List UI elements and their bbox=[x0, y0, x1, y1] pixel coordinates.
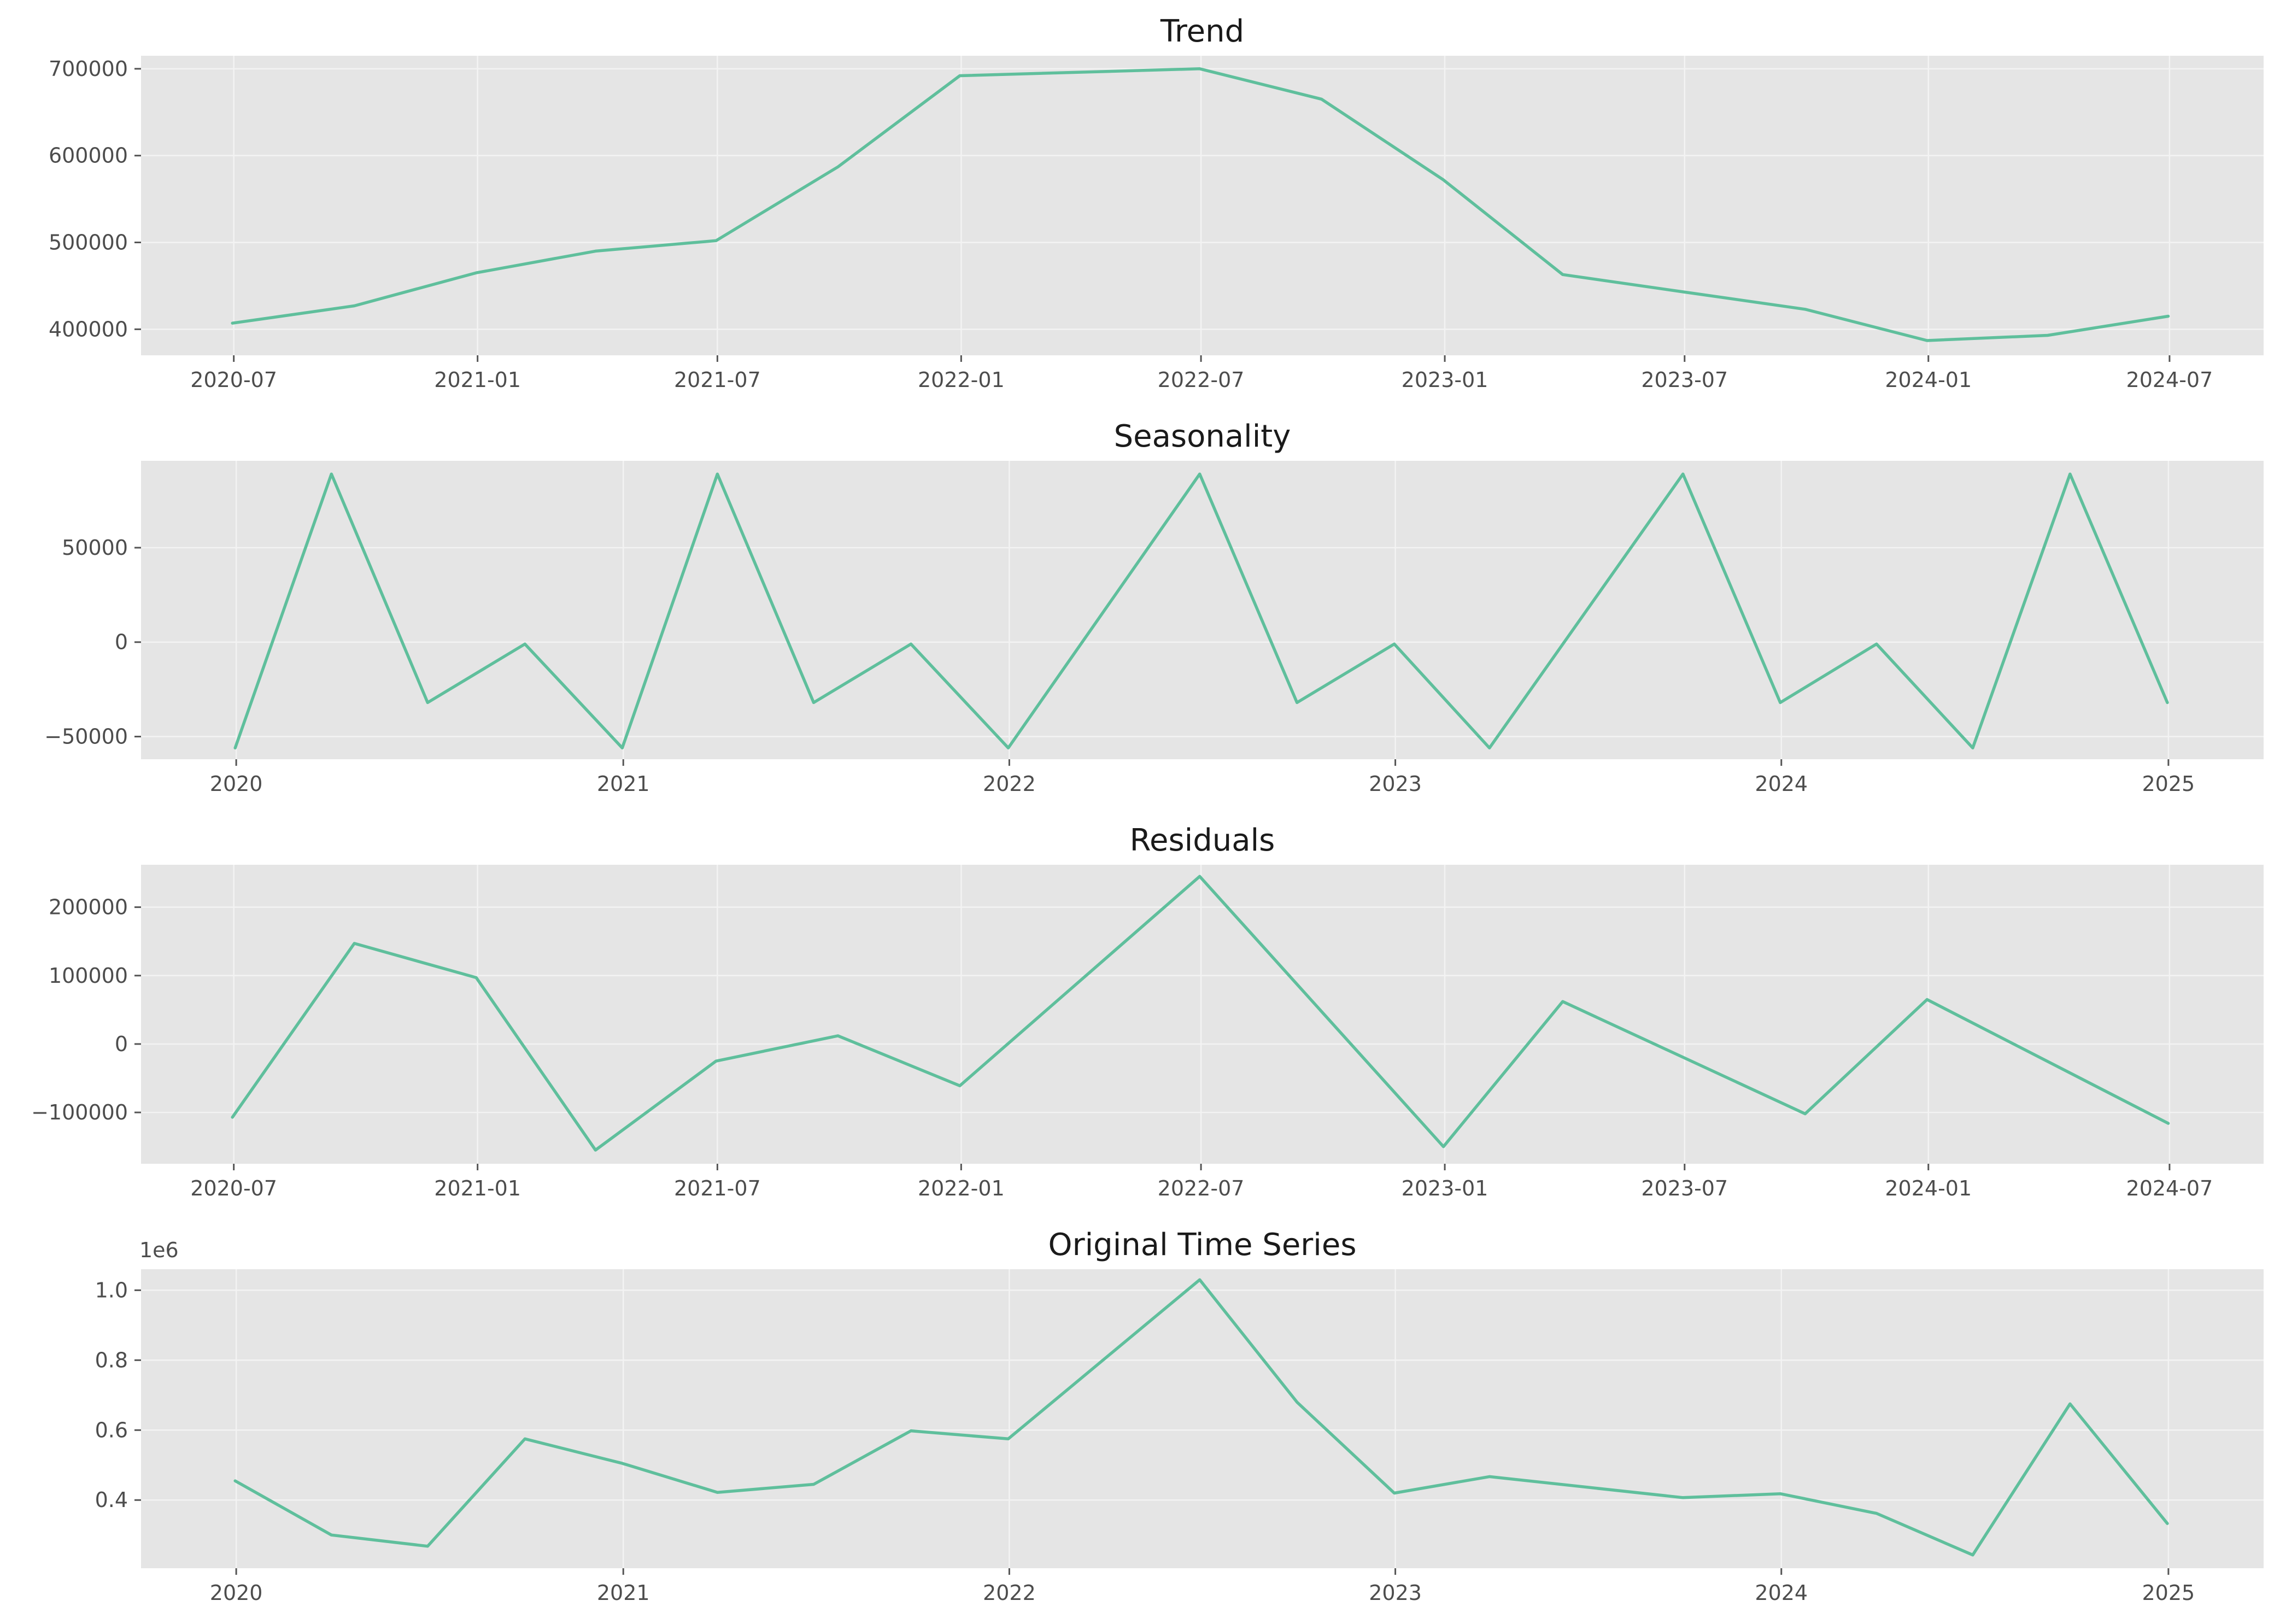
trend-x-tick-label: 2023-07 bbox=[1641, 368, 1728, 392]
original-time-series-x-tick-label: 2022 bbox=[983, 1581, 1036, 1605]
trend-x-tick-label: 2024-07 bbox=[2126, 368, 2213, 392]
trend-x-tick-label: 2022-07 bbox=[1158, 368, 1245, 392]
seasonality-plot-area bbox=[141, 461, 2264, 759]
seasonality-title: Seasonality bbox=[1114, 419, 1291, 454]
seasonality-series-line bbox=[233, 472, 2169, 750]
trend-panel: Trend 2020-07 2021-01 2021-07 2022-01 2022-07… bbox=[49, 14, 2264, 392]
seasonality-x-tick-label: 2021 bbox=[597, 772, 650, 796]
residuals-x-tick-label: 2024-01 bbox=[1885, 1176, 1972, 1200]
seasonality-x-tick-label: 2024 bbox=[1755, 772, 1808, 796]
residuals-x-tick-label: 2022-01 bbox=[918, 1176, 1005, 1200]
seasonality-panel: Seasonality 2020 2021 2022 2023 2024 2025 −5000… bbox=[44, 419, 2264, 796]
trend-series-line bbox=[231, 67, 2170, 342]
residuals-y-tick-label: 200000 bbox=[49, 895, 128, 919]
original-time-series-y-offset-label: 1e6 bbox=[139, 1238, 179, 1262]
trend-y-tick-label: 500000 bbox=[49, 231, 128, 255]
original-time-series-y-tick-label: 1.0 bbox=[95, 1278, 128, 1302]
original-time-series-y-tick-label: 0.6 bbox=[95, 1418, 128, 1442]
original-time-series-y-tick-label: 0.8 bbox=[95, 1348, 128, 1372]
residuals-y-tick-label: −100000 bbox=[31, 1100, 128, 1124]
seasonality-y-tick-label: 0 bbox=[115, 630, 128, 654]
trend-x-tick-label: 2020-07 bbox=[190, 368, 277, 392]
trend-plot-area bbox=[141, 56, 2264, 355]
residuals-plot-area bbox=[141, 865, 2264, 1164]
seasonality-y-tick-label: −50000 bbox=[44, 725, 128, 749]
original-time-series-title: Original Time Series bbox=[1048, 1227, 1357, 1263]
residuals-x-tick-label: 2023-01 bbox=[1402, 1176, 1488, 1200]
trend-x-tick-label: 2023-01 bbox=[1402, 368, 1488, 392]
original-time-series-x-tick-label: 2021 bbox=[597, 1581, 650, 1605]
seasonality-x-tick-label: 2022 bbox=[983, 772, 1036, 796]
residuals-x-tick-label: 2023-07 bbox=[1641, 1176, 1728, 1200]
original-time-series-panel: Original Time Series 2020 2021 2022 2023 2024… bbox=[95, 1227, 2264, 1605]
residuals-y-tick-label: 0 bbox=[115, 1032, 128, 1056]
trend-y-tick-label: 600000 bbox=[49, 144, 128, 168]
original-time-series-series-line bbox=[233, 1278, 2169, 1557]
seasonality-x-tick-label: 2020 bbox=[210, 772, 263, 796]
residuals-title: Residuals bbox=[1130, 823, 1275, 858]
original-time-series-x-tick-label: 2020 bbox=[210, 1581, 263, 1605]
original-time-series-x-tick-label: 2023 bbox=[1369, 1581, 1422, 1605]
original-time-series-y-tick-label: 0.4 bbox=[95, 1488, 128, 1512]
trend-y-tick-label: 400000 bbox=[49, 317, 128, 341]
residuals-panel: Residuals 2020-07 2021-01 2021-07 2022-01 202… bbox=[31, 823, 2264, 1200]
trend-x-tick-label: 2021-01 bbox=[434, 368, 521, 392]
trend-x-tick-label: 2022-01 bbox=[918, 368, 1005, 392]
trend-title: Trend bbox=[1160, 14, 1244, 49]
trend-y-tick-label: 700000 bbox=[49, 57, 128, 81]
original-time-series-x-tick-label: 2024 bbox=[1755, 1581, 1808, 1605]
residuals-x-tick-label: 2021-07 bbox=[674, 1176, 761, 1200]
original-time-series-plot-area bbox=[141, 1269, 2264, 1568]
trend-x-tick-label: 2024-01 bbox=[1885, 368, 1972, 392]
residuals-y-tick-label: 100000 bbox=[49, 964, 128, 988]
seasonality-y-tick-label: 50000 bbox=[62, 536, 128, 560]
original-time-series-x-tick-label: 2025 bbox=[2142, 1581, 2195, 1605]
residuals-x-tick-label: 2020-07 bbox=[190, 1176, 277, 1200]
residuals-x-tick-label: 2021-01 bbox=[434, 1176, 521, 1200]
residuals-x-tick-label: 2024-07 bbox=[2126, 1176, 2213, 1200]
trend-x-tick-label: 2021-07 bbox=[674, 368, 761, 392]
residuals-series-line bbox=[231, 875, 2170, 1152]
seasonality-x-tick-label: 2023 bbox=[1369, 772, 1422, 796]
seasonality-x-tick-label: 2025 bbox=[2142, 772, 2195, 796]
residuals-x-tick-label: 2022-07 bbox=[1158, 1176, 1245, 1200]
